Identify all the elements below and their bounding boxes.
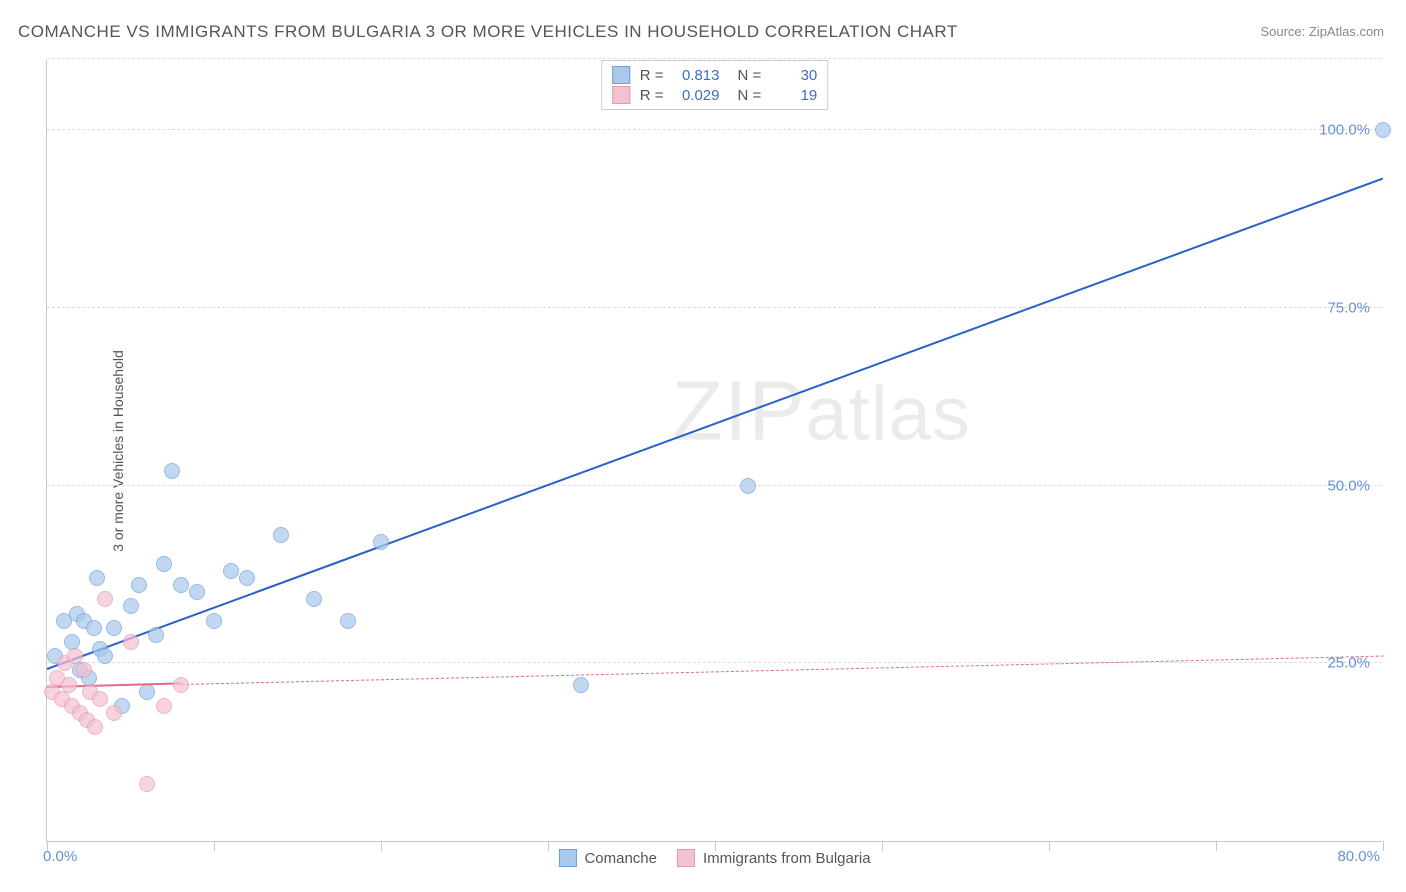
legend-item: Comanche: [558, 849, 657, 867]
data-point: [189, 584, 205, 600]
data-point: [164, 463, 180, 479]
legend-r-value: 0.029: [674, 87, 720, 104]
x-tick: [214, 841, 215, 851]
data-point: [156, 698, 172, 714]
legend-swatch: [612, 66, 630, 84]
legend-n-value: 30: [771, 67, 817, 84]
x-tick: [1383, 841, 1384, 851]
gridline: [47, 662, 1382, 663]
correlation-legend: R = 0.813 N = 30 R = 0.029 N = 19: [601, 60, 829, 110]
legend-r-label: R =: [640, 87, 664, 104]
legend-n-value: 19: [771, 87, 817, 104]
plot-area: 3 or more Vehicles in Household ZIPatlas…: [46, 60, 1382, 842]
data-point: [131, 577, 147, 593]
x-axis-min-label: 0.0%: [43, 848, 77, 865]
data-point: [89, 570, 105, 586]
data-point: [106, 705, 122, 721]
data-point: [206, 613, 222, 629]
legend-n-label: N =: [738, 87, 762, 104]
data-point: [306, 591, 322, 607]
data-point: [97, 648, 113, 664]
data-point: [97, 591, 113, 607]
legend-n-label: N =: [738, 67, 762, 84]
data-point: [1375, 122, 1391, 138]
source-attribution: Source: ZipAtlas.com: [1260, 24, 1384, 39]
x-tick: [548, 841, 549, 851]
gridline: [47, 129, 1382, 130]
data-point: [148, 627, 164, 643]
x-tick: [715, 841, 716, 851]
data-point: [223, 563, 239, 579]
data-point: [340, 613, 356, 629]
data-point: [61, 677, 77, 693]
y-tick-label: 100.0%: [1319, 122, 1370, 139]
data-point: [123, 598, 139, 614]
legend-row: R = 0.813 N = 30: [612, 65, 818, 85]
chart-title: COMANCHE VS IMMIGRANTS FROM BULGARIA 3 O…: [18, 22, 958, 42]
gridline: [47, 485, 1382, 486]
data-point: [92, 691, 108, 707]
trendline-extension: [181, 655, 1383, 684]
data-point: [86, 620, 102, 636]
legend-r-label: R =: [640, 67, 664, 84]
watermark: ZIPatlas: [672, 363, 971, 460]
data-point: [373, 534, 389, 550]
gridline: [47, 58, 1382, 59]
data-point: [139, 776, 155, 792]
data-point: [573, 677, 589, 693]
x-tick: [1216, 841, 1217, 851]
x-tick: [47, 841, 48, 851]
data-point: [173, 577, 189, 593]
gridline: [47, 307, 1382, 308]
data-point: [239, 570, 255, 586]
y-axis-label: 3 or more Vehicles in Household: [110, 350, 126, 552]
data-point: [273, 527, 289, 543]
x-tick: [882, 841, 883, 851]
chart-container: COMANCHE VS IMMIGRANTS FROM BULGARIA 3 O…: [0, 0, 1406, 892]
y-tick-label: 50.0%: [1327, 477, 1370, 494]
x-tick: [1049, 841, 1050, 851]
x-tick: [381, 841, 382, 851]
data-point: [173, 677, 189, 693]
trendline: [47, 178, 1384, 670]
legend-r-value: 0.813: [674, 67, 720, 84]
data-point: [139, 684, 155, 700]
legend-label: Comanche: [584, 850, 657, 867]
legend-row: R = 0.029 N = 19: [612, 85, 818, 105]
series-legend: Comanche Immigrants from Bulgaria: [558, 849, 870, 867]
data-point: [123, 634, 139, 650]
x-axis-max-label: 80.0%: [1337, 848, 1380, 865]
data-point: [76, 662, 92, 678]
legend-label: Immigrants from Bulgaria: [703, 850, 871, 867]
legend-swatch: [558, 849, 576, 867]
data-point: [106, 620, 122, 636]
y-tick-label: 75.0%: [1327, 299, 1370, 316]
data-point: [740, 478, 756, 494]
legend-swatch: [612, 86, 630, 104]
data-point: [156, 556, 172, 572]
legend-swatch: [677, 849, 695, 867]
legend-item: Immigrants from Bulgaria: [677, 849, 871, 867]
data-point: [87, 719, 103, 735]
